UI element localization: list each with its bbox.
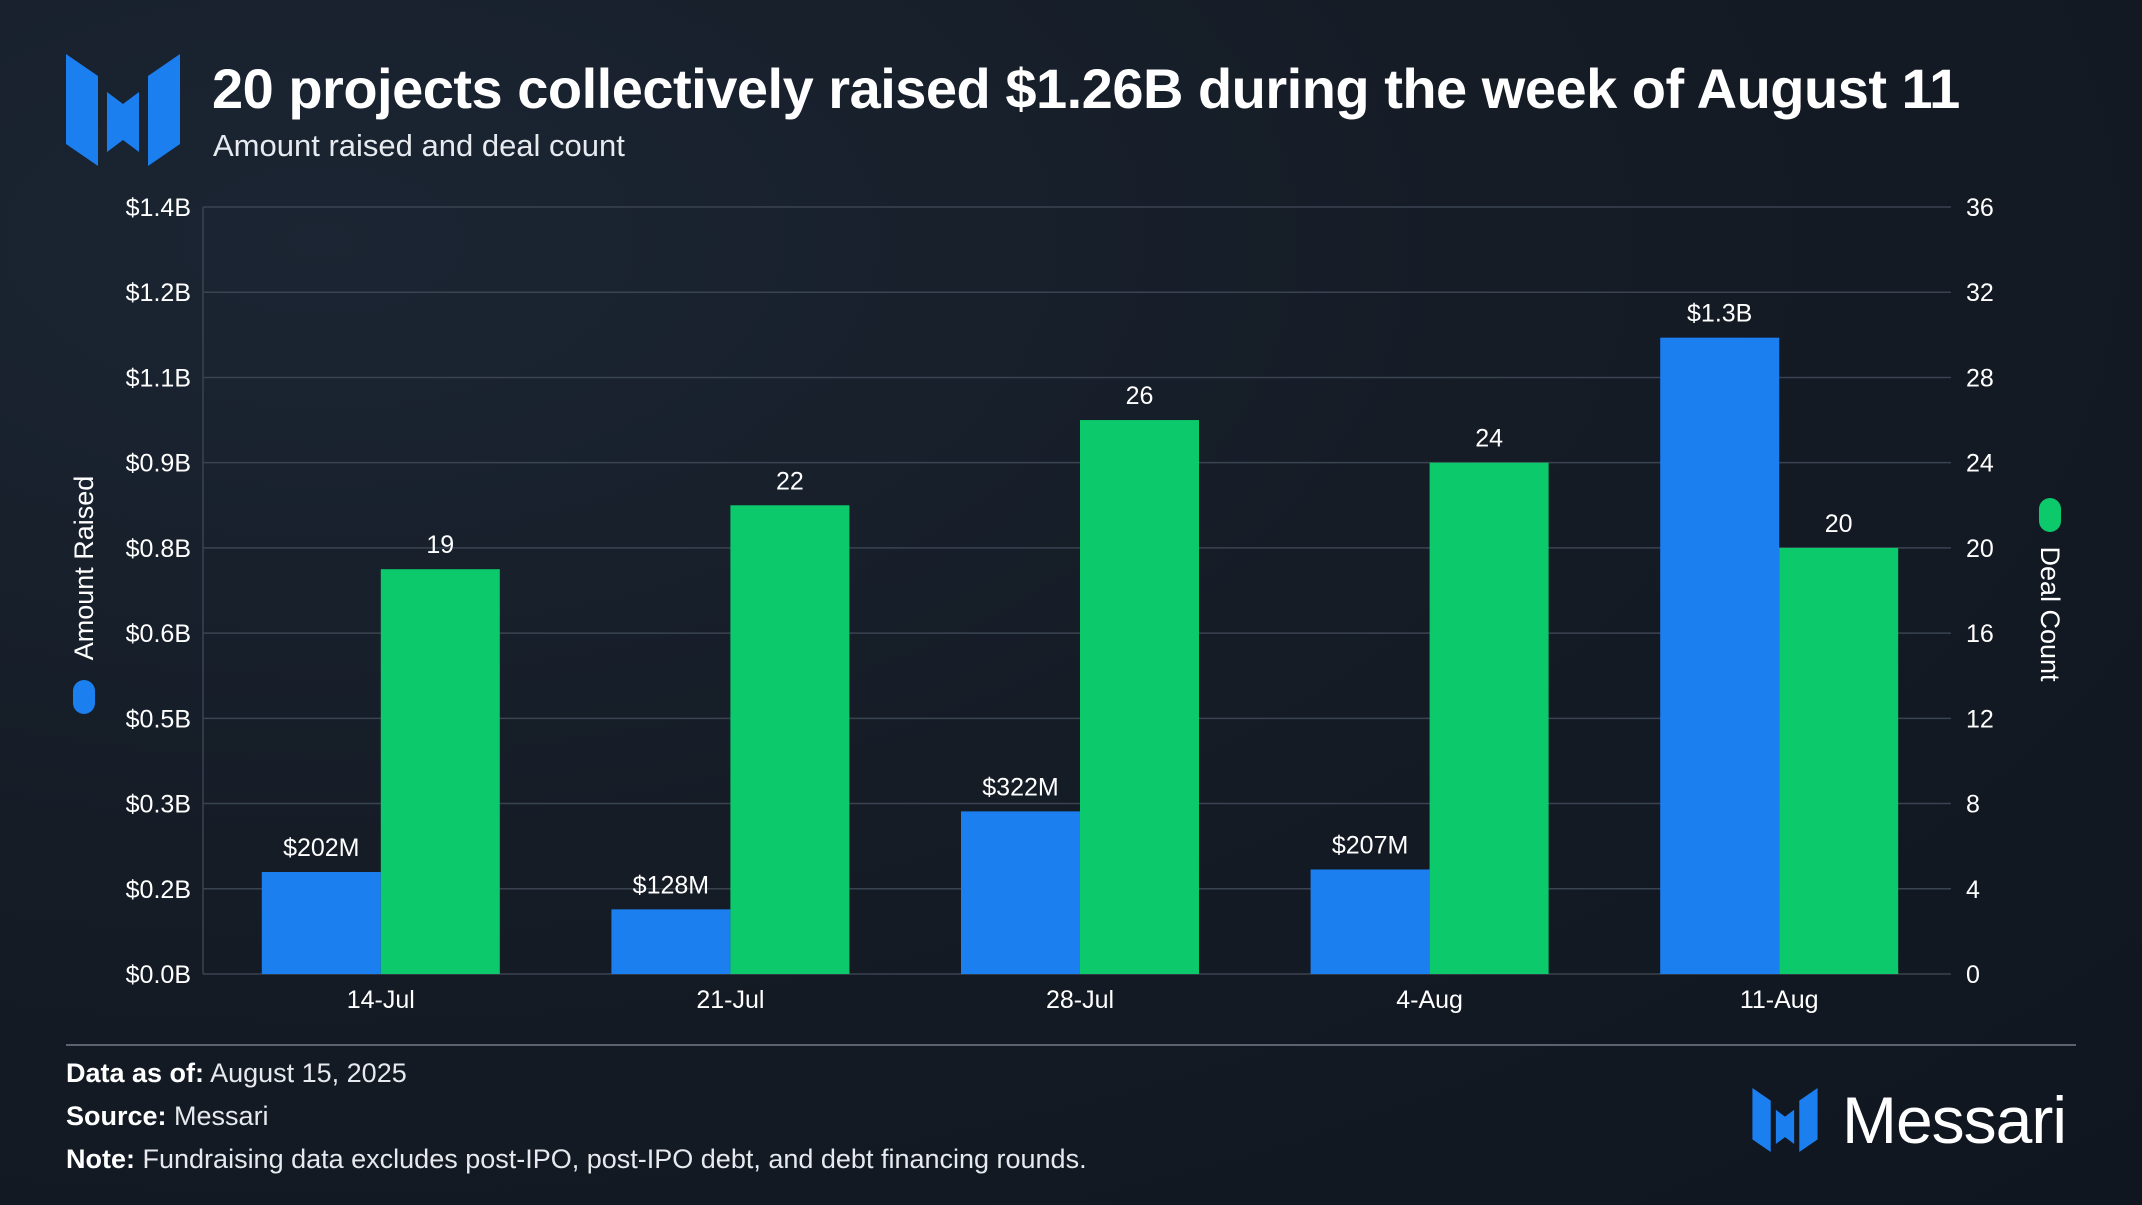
deal-count-data-label: 24 — [1475, 425, 1503, 453]
amount-raised-data-label: $1.3B — [1687, 300, 1752, 328]
right-axis-tick-label: 28 — [1966, 364, 1994, 392]
deal-count-data-label: 19 — [426, 531, 454, 559]
right-axis-tick-label: 36 — [1966, 194, 1994, 222]
left-axis-tick-label: $0.2B — [126, 876, 191, 904]
source-value: Messari — [174, 1101, 269, 1131]
left-axis-tick-label: $1.4B — [126, 194, 191, 222]
right-axis-tick-label: 16 — [1966, 620, 1994, 648]
note: Note: Fundraising data excludes post-IPO… — [66, 1144, 1087, 1175]
data-as-of-value: August 15, 2025 — [210, 1058, 407, 1088]
x-axis-tick-label: 14-Jul — [347, 986, 415, 1014]
x-axis-tick-label: 11-Aug — [1740, 986, 1819, 1014]
deal-count-bar — [1429, 462, 1549, 974]
amount-raised-legend-swatch — [73, 680, 95, 714]
right-axis-tick-label: 0 — [1966, 961, 1980, 989]
deal-count-bar — [1080, 420, 1199, 974]
chart-subtitle: Amount raised and deal count — [213, 128, 625, 163]
messari-brand-icon — [1752, 1088, 1818, 1152]
amount-raised-data-label: $128M — [633, 871, 709, 899]
left-axis-tick-label: $0.6B — [126, 620, 191, 648]
left-axis-tick-label: $0.9B — [126, 450, 191, 478]
deal-count-data-label: 22 — [776, 467, 804, 495]
source: Source: Messari — [66, 1101, 269, 1132]
left-axis-tick-label: $0.0B — [126, 961, 191, 989]
right-axis-tick-label: 24 — [1966, 450, 1994, 478]
right-axis-label: Deal Count — [2035, 546, 2065, 682]
chart-title: 20 projects collectively raised $1.26B d… — [212, 57, 1960, 120]
x-axis-tick-label: 4-Aug — [1396, 986, 1463, 1014]
left-axis-tick-label: $0.3B — [126, 791, 191, 819]
deal-count-bar — [380, 569, 500, 974]
amount-raised-data-label: $207M — [1332, 831, 1408, 859]
data-as-of: Data as of: August 15, 2025 — [66, 1058, 407, 1089]
amount-raised-bar — [611, 909, 731, 974]
amount-raised-data-label: $202M — [283, 834, 359, 862]
amount-raised-bar — [1310, 869, 1430, 974]
left-axis-tick-label: $0.5B — [126, 705, 191, 733]
amount-raised-bar — [1660, 337, 1780, 974]
right-axis-tick-label: 12 — [1966, 705, 1994, 733]
amount-raised-data-label: $322M — [982, 773, 1058, 801]
deal-count-bar — [1779, 547, 1899, 974]
left-axis-tick-label: $1.1B — [126, 364, 191, 392]
amount-raised-bar — [961, 811, 1080, 974]
left-axis-tick-label: $1.2B — [126, 279, 191, 307]
deal-count-data-label: 26 — [1126, 382, 1154, 410]
right-axis-tick-label: 4 — [1966, 876, 1980, 904]
amount-raised-bar — [261, 871, 381, 974]
brand-name: Messari — [1842, 1083, 2067, 1157]
left-axis-tick-label: $0.8B — [126, 535, 191, 563]
right-axis-tick-label: 20 — [1966, 535, 1994, 563]
source-label: Source: — [66, 1101, 167, 1131]
note-label: Note: — [66, 1144, 135, 1174]
deal-count-legend-swatch — [2039, 498, 2061, 532]
deal-count-data-label: 20 — [1825, 510, 1853, 538]
bar-chart: $0.0B $0.2B $0.3B $0.5B $0.6B $0.8B $0.9B $1.1B… — [69, 194, 2065, 1014]
messari-logo-icon — [66, 54, 180, 166]
x-axis-tick-label: 21-Jul — [696, 986, 764, 1014]
deal-count-bar — [730, 505, 850, 974]
data-as-of-label: Data as of: — [66, 1058, 205, 1088]
note-value: Fundraising data excludes post-IPO, post… — [142, 1144, 1087, 1174]
footer-divider — [66, 1044, 2076, 1046]
right-axis-tick-label: 8 — [1966, 791, 1980, 819]
right-axis-tick-label: 32 — [1966, 279, 1994, 307]
left-axis-label: Amount Raised — [69, 476, 99, 661]
x-axis-tick-label: 28-Jul — [1046, 986, 1114, 1014]
